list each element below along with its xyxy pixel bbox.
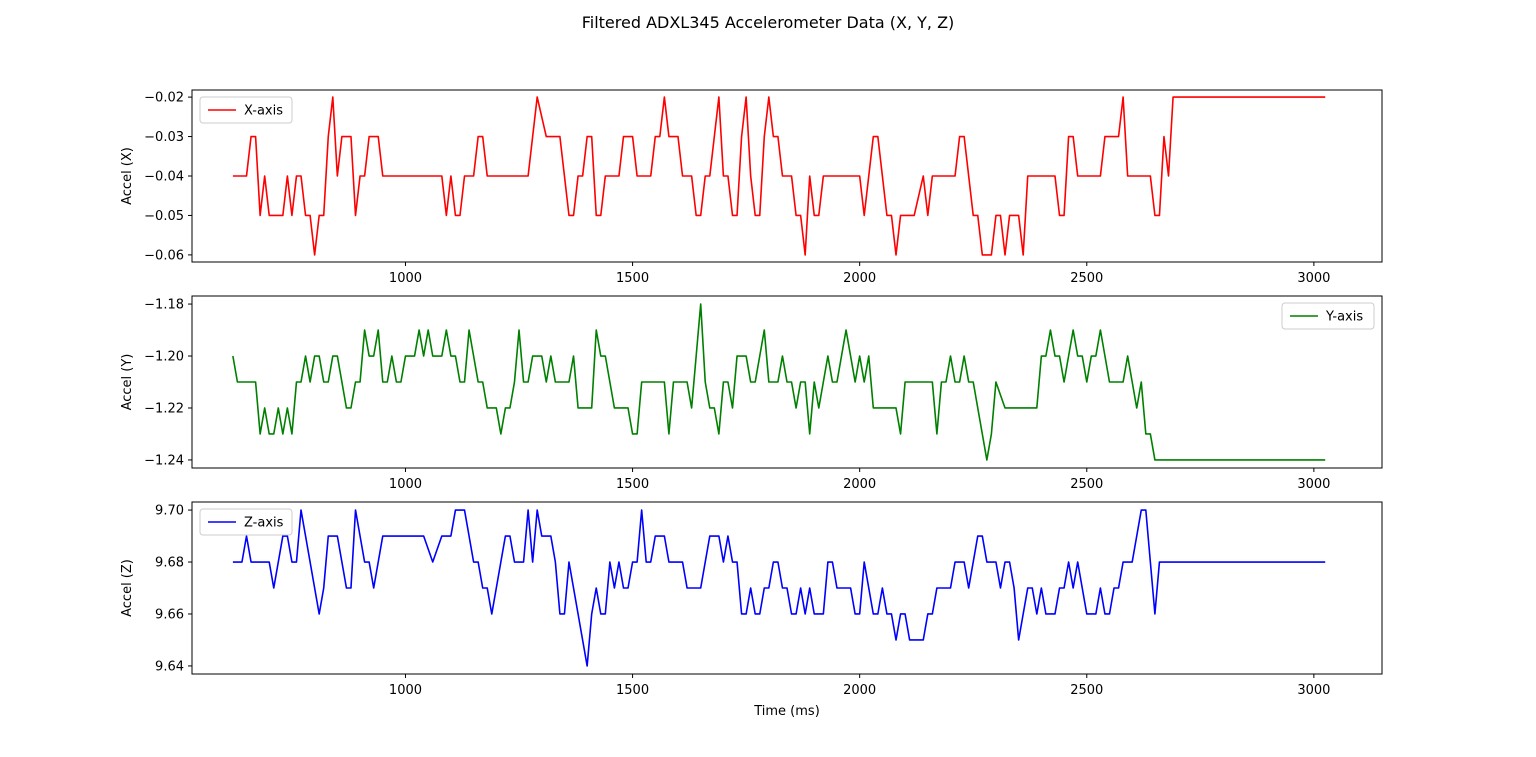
y-axis-label-y: Accel (Y) — [120, 354, 135, 411]
y-tick-label-y: −1.24 — [144, 453, 184, 468]
x-tick-label-y: 2500 — [1070, 477, 1103, 492]
x-tick-label-y: 1000 — [389, 477, 422, 492]
x-axis-label: Time (ms) — [753, 704, 820, 719]
y-tick-label-z: 9.70 — [155, 504, 184, 519]
y-axis-label-z: Accel (Z) — [120, 559, 135, 617]
x-tick-label-y: 3000 — [1297, 477, 1330, 492]
series-line-x — [232, 96, 1326, 256]
legend-box-z — [199, 508, 293, 536]
legend-box-y — [1281, 302, 1375, 330]
legend-y: Y-axis — [1281, 302, 1375, 330]
y-tick-label-y: −1.22 — [144, 401, 184, 416]
panel-y: 1000 1500 2000 2500 3000 −1.24 −1.22 −1.20 −1.18… — [120, 295, 1383, 492]
x-tick-label-z: 1000 — [389, 683, 422, 698]
y-tick-label-x: −0.03 — [144, 130, 184, 145]
legend-z: Z-axis — [199, 508, 293, 536]
x-tick-label-z: 2000 — [843, 683, 876, 698]
y-tick-label-z: 9.66 — [155, 607, 184, 622]
y-tick-label-y: −1.18 — [144, 298, 184, 313]
axes-frame-z — [191, 501, 1383, 675]
figure-title: Filtered ADXL345 Accelerometer Data (X, … — [582, 13, 955, 32]
y-axis-label-x: Accel (X) — [120, 147, 135, 205]
legend-box-x — [199, 96, 293, 124]
legend-label-x: X-axis — [244, 104, 283, 119]
legend-label-y: Y-axis — [1325, 310, 1363, 325]
series-line-z — [232, 509, 1326, 667]
x-tick-label-z: 2500 — [1070, 683, 1103, 698]
x-tick-label-x: 1000 — [389, 271, 422, 286]
x-tick-label-x: 3000 — [1297, 271, 1330, 286]
x-tick-label-z: 1500 — [616, 683, 649, 698]
y-tick-label-z: 9.64 — [155, 659, 184, 674]
panel-z: 1000 1500 2000 2500 3000 9.64 9.66 9.68 9.70 Acce… — [120, 501, 1383, 719]
x-tick-label-y: 1500 — [616, 477, 649, 492]
legend-x: X-axis — [199, 96, 293, 124]
x-tick-label-x: 2000 — [843, 271, 876, 286]
x-tick-label-x: 2500 — [1070, 271, 1103, 286]
chart-panels: 1000 1500 2000 2500 3000 −0.06 −0.05 −0.04 −0.03… — [120, 89, 1383, 719]
y-tick-label-x: −0.06 — [144, 248, 184, 263]
series-line-y — [232, 303, 1326, 461]
axes-frame-y — [191, 295, 1383, 469]
y-tick-label-y: −1.20 — [144, 350, 184, 365]
y-tick-label-z: 9.68 — [155, 556, 184, 571]
x-tick-label-y: 2000 — [843, 477, 876, 492]
x-tick-label-x: 1500 — [616, 271, 649, 286]
legend-label-z: Z-axis — [244, 516, 284, 531]
panel-x: 1000 1500 2000 2500 3000 −0.06 −0.05 −0.04 −0.03… — [120, 89, 1383, 286]
y-tick-label-x: −0.04 — [144, 170, 184, 185]
x-tick-label-z: 3000 — [1297, 683, 1330, 698]
y-tick-label-x: −0.05 — [144, 209, 184, 224]
y-tick-label-x: −0.02 — [144, 91, 184, 106]
